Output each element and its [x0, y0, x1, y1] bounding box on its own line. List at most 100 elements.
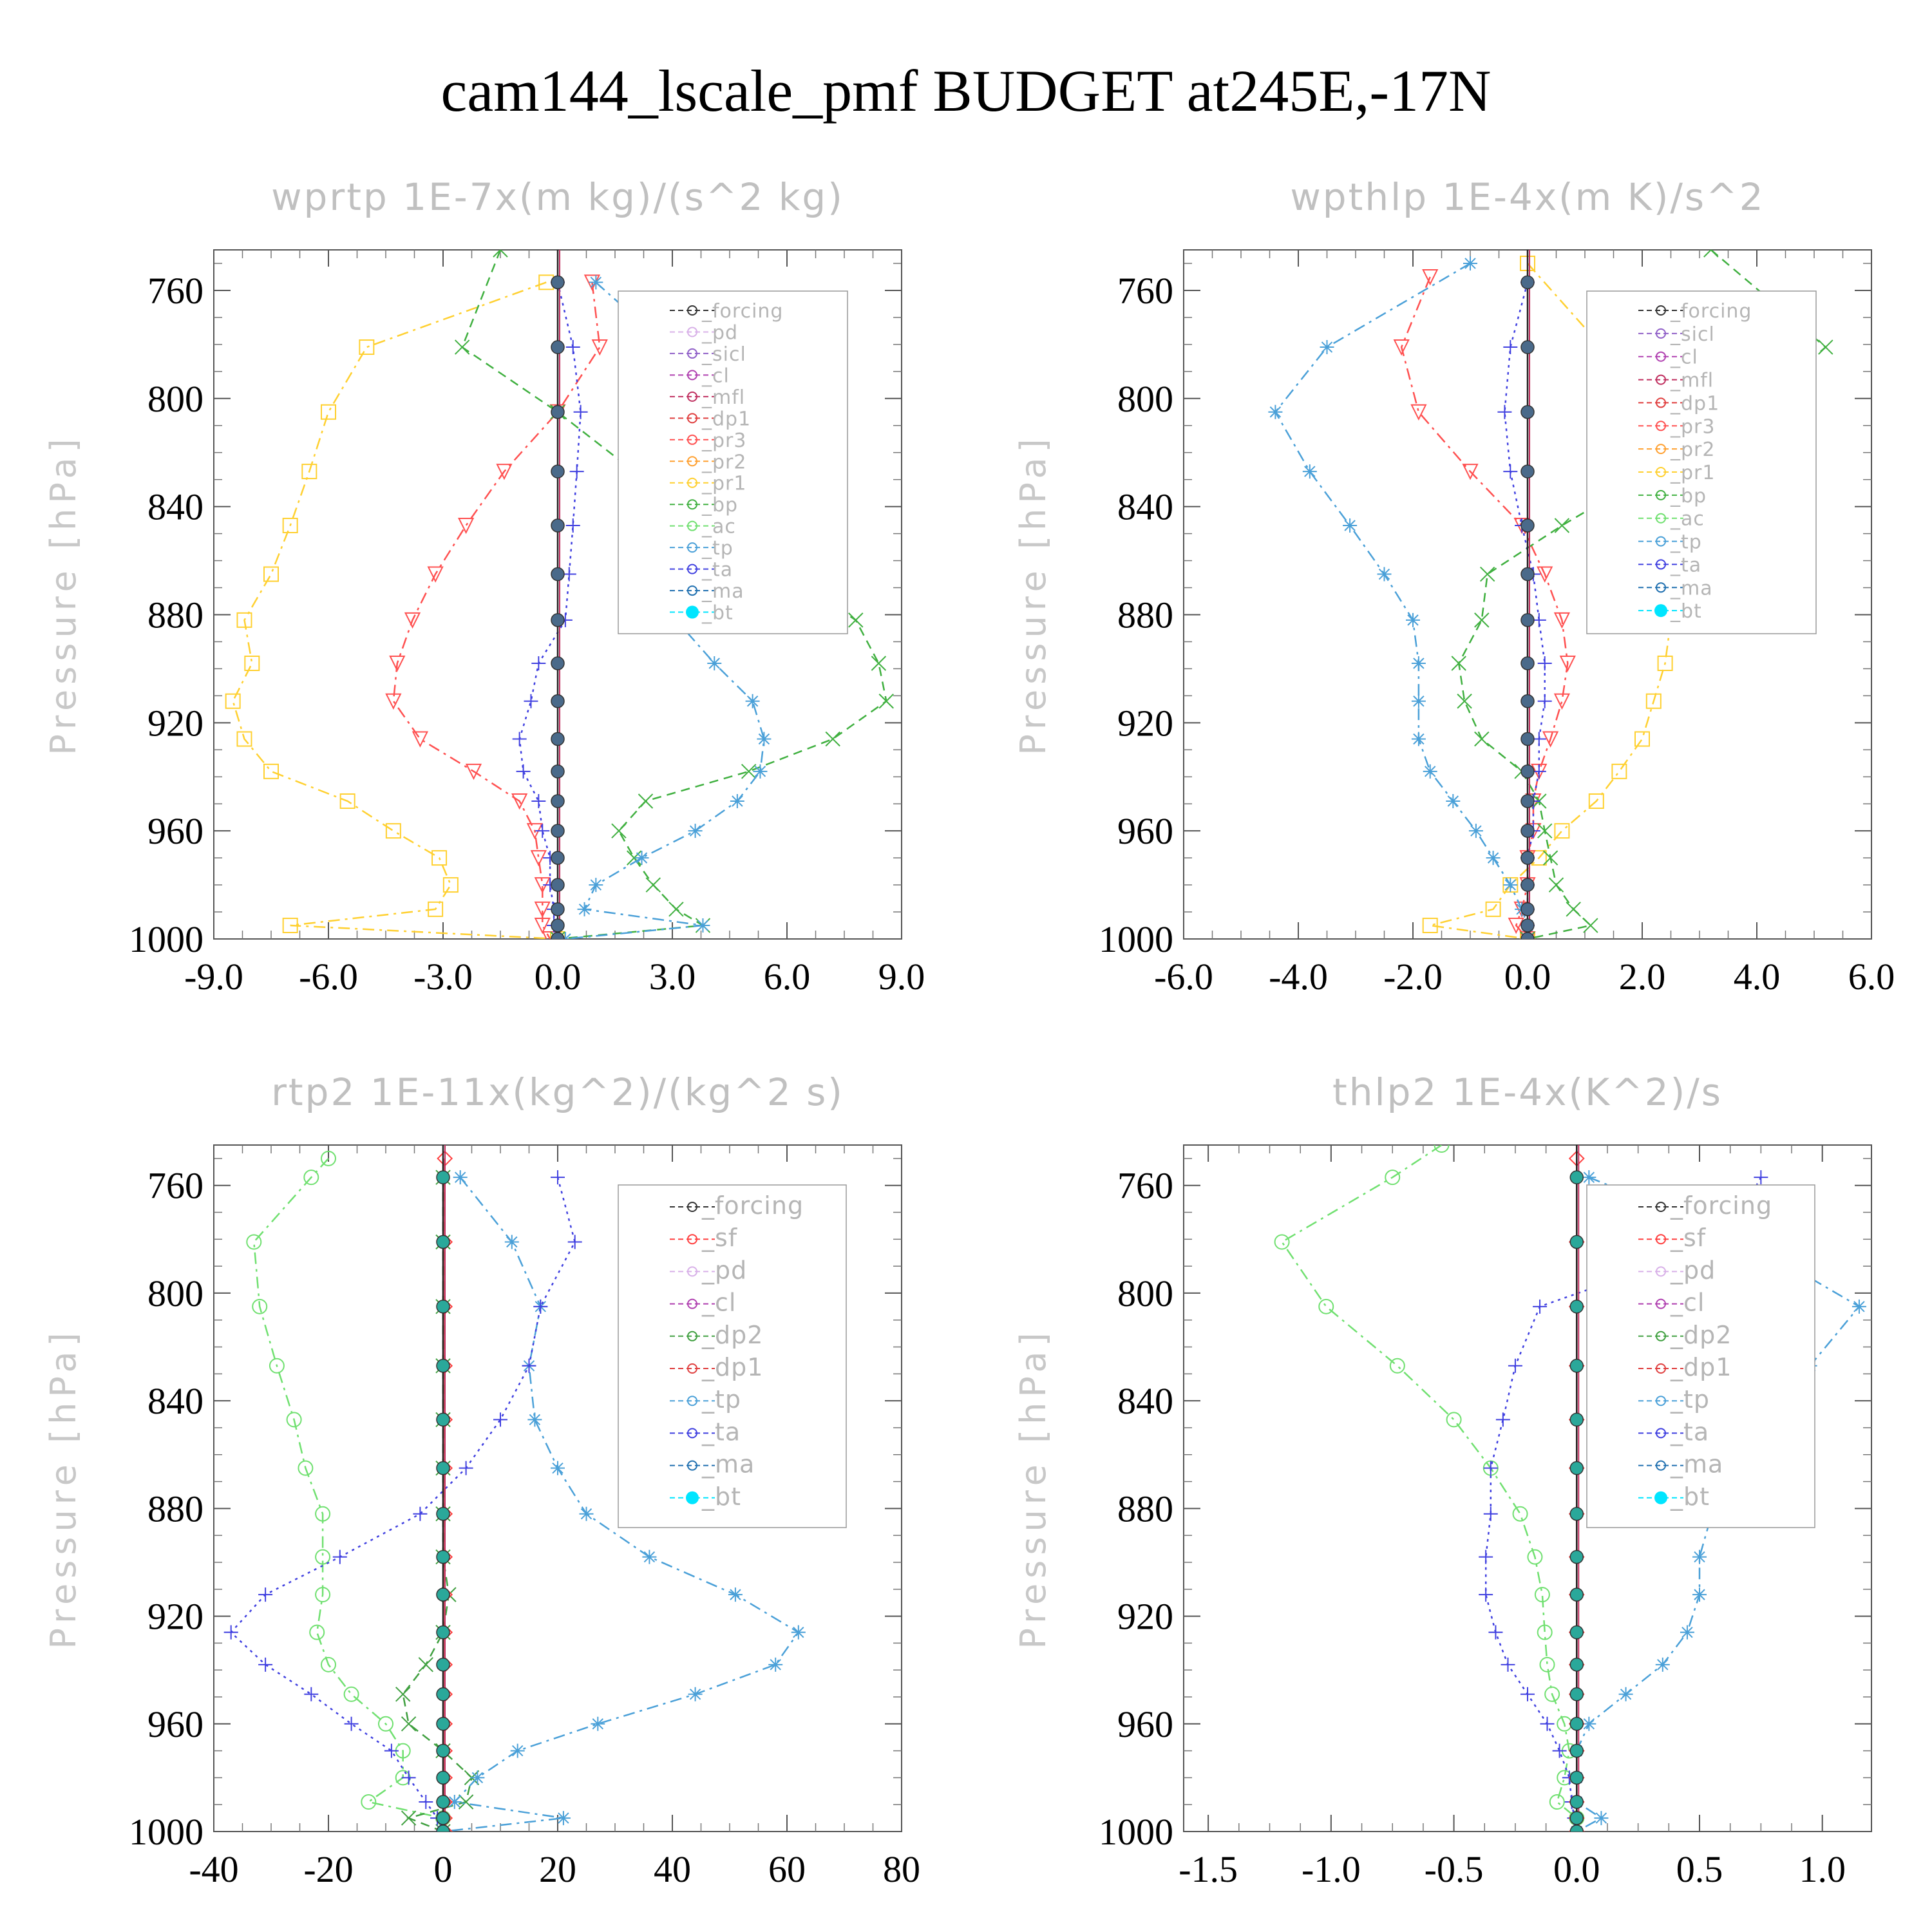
- series-line: [392, 282, 601, 939]
- series-point: [1318, 1298, 1334, 1314]
- legend: _forcing _sf _pd _cl _dp2 _dp1 _tp _ta _ma _bt: [618, 1184, 847, 1528]
- series-point: [1533, 1299, 1548, 1314]
- x-tick-label: 9.0: [878, 956, 925, 998]
- series-point: [1534, 1587, 1550, 1603]
- series-point: [626, 850, 642, 866]
- series-point: [1446, 1412, 1462, 1428]
- series-point: [1446, 794, 1461, 808]
- bt-point: [551, 694, 565, 708]
- bt-point: [1569, 1300, 1584, 1314]
- legend-label: _ma: [701, 1450, 755, 1479]
- series-point: [1434, 1145, 1450, 1153]
- legend-marker: [1656, 1428, 1666, 1439]
- series-point: [315, 1549, 331, 1565]
- legend-box: [1586, 1184, 1815, 1528]
- series-point: [1503, 464, 1518, 479]
- legend-marker: [687, 1234, 697, 1245]
- legend: _forcing_sicl_cl_mfl_dp1_pr3_pr2_pr1_bp_…: [1586, 290, 1817, 634]
- series-point: [1393, 339, 1410, 356]
- x-tick-label: 3.0: [649, 956, 696, 998]
- bt-point: [551, 732, 565, 746]
- bt-point: [1569, 1359, 1584, 1373]
- series-point: [1657, 656, 1673, 671]
- series-point: [1537, 656, 1552, 670]
- legend-label: _mfl: [1670, 370, 1714, 392]
- legend-label: _dp1: [1670, 392, 1719, 415]
- bt-point: [551, 275, 565, 290]
- y-tick-label: 920: [147, 1596, 204, 1638]
- y-tick-label: 760: [147, 270, 204, 312]
- bt-point: [436, 1506, 450, 1521]
- y-tick-label: 1000: [129, 1811, 204, 1853]
- series-point: [589, 878, 603, 893]
- series-point: [696, 918, 710, 933]
- x-tick-label: 80: [883, 1848, 920, 1890]
- bt-point: [1520, 764, 1535, 779]
- series-point: [688, 1687, 703, 1701]
- legend-marker: [687, 391, 697, 402]
- legend-label: _cl: [1670, 1289, 1705, 1317]
- series-point: [263, 566, 279, 582]
- y-tick-label: 800: [1117, 1273, 1173, 1314]
- series-point: [1611, 763, 1627, 779]
- series-point: [668, 902, 684, 917]
- bt-point: [1569, 1717, 1584, 1731]
- series-point: [688, 824, 703, 838]
- series-point: [591, 1716, 605, 1731]
- bt-point: [436, 1359, 450, 1373]
- series-point: [246, 1234, 262, 1250]
- series-point: [1553, 612, 1571, 629]
- legend-label: _bp: [701, 494, 738, 516]
- series-point: [269, 1358, 285, 1374]
- bt-point: [551, 932, 565, 939]
- bt-point: [551, 464, 565, 478]
- y-tick-label: 760: [147, 1165, 204, 1207]
- series-point: [565, 340, 580, 355]
- legend-box: [618, 290, 848, 634]
- x-tick-label: 6.0: [764, 956, 811, 998]
- bt-point: [436, 1743, 450, 1758]
- y-tick-label: 960: [147, 1703, 204, 1745]
- bt-point: [551, 656, 565, 670]
- series-point: [510, 1743, 525, 1758]
- series-point: [1549, 1794, 1565, 1810]
- panel-4: thlp2 1E-4x(K^2)/s Pressure [hPa] 760 800 84…: [1013, 1070, 1872, 1890]
- series-point: [634, 851, 649, 866]
- series-point: [493, 250, 508, 258]
- legend-marker: [1656, 1266, 1666, 1277]
- bt-point: [436, 1461, 450, 1475]
- legend-label: _bt: [701, 1482, 741, 1511]
- bt-point: [551, 851, 565, 865]
- bt-point: [1520, 878, 1535, 892]
- legend-marker: [687, 1428, 697, 1439]
- legend-label: _dp1: [701, 408, 751, 430]
- series-point: [1508, 1358, 1522, 1373]
- legend-label: _dp1: [1670, 1353, 1732, 1381]
- legend-marker: [1656, 1202, 1666, 1212]
- plot-area: [223, 1145, 806, 1832]
- bt-point: [436, 1587, 450, 1602]
- series-point: [1680, 1625, 1694, 1640]
- legend-label: _pr1: [701, 473, 746, 495]
- bt-point: [551, 340, 565, 354]
- series-point: [315, 1587, 331, 1603]
- bt-point: [436, 1658, 450, 1672]
- bt-point: [1569, 1549, 1584, 1564]
- series-point: [1422, 269, 1439, 286]
- series-point: [378, 1716, 393, 1732]
- series-point: [542, 931, 558, 939]
- series-point: [1495, 1412, 1510, 1427]
- series-point: [1818, 339, 1833, 355]
- series-line: [229, 1177, 576, 1832]
- series-line: [1274, 262, 1529, 939]
- series-point: [1483, 1461, 1498, 1475]
- bt-point: [436, 1687, 450, 1701]
- legend-label: _tp: [701, 537, 734, 560]
- bt-point: [1520, 464, 1535, 478]
- y-tick-label: 840: [1117, 1380, 1173, 1422]
- x-tick-label: 2.0: [1619, 956, 1666, 998]
- bt-point: [1569, 1587, 1584, 1602]
- series-point: [236, 731, 252, 747]
- series-point: [1553, 693, 1571, 710]
- series-point: [1618, 1687, 1633, 1701]
